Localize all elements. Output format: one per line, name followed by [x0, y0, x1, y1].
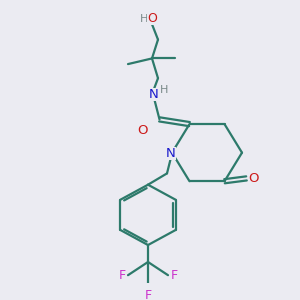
Text: F: F	[144, 290, 152, 300]
Text: F: F	[118, 269, 126, 282]
Text: O: O	[137, 124, 148, 137]
Text: N: N	[166, 147, 176, 160]
Text: O: O	[147, 12, 157, 25]
Text: H: H	[160, 85, 168, 94]
Text: N: N	[149, 88, 159, 101]
Text: H: H	[140, 14, 148, 24]
Text: F: F	[170, 269, 178, 282]
Text: O: O	[248, 172, 259, 185]
